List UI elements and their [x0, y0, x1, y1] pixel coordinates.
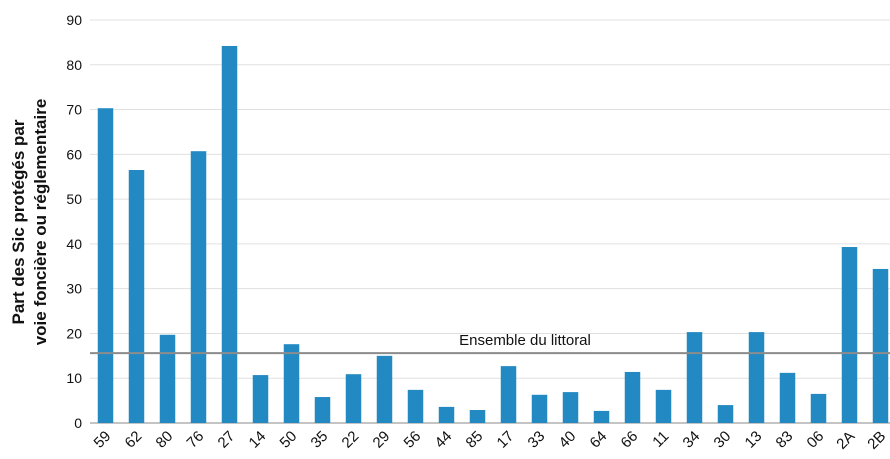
bar: [128, 170, 145, 423]
bar: [624, 371, 641, 423]
bar: [810, 393, 827, 423]
bar: [345, 374, 362, 423]
y-tick-label: 40: [66, 236, 82, 252]
y-tick-label: 10: [66, 370, 82, 386]
x-tick-label: 13: [742, 428, 766, 452]
x-tick-label: 56: [401, 428, 425, 452]
x-tick-label: 83: [773, 428, 797, 452]
x-tick-label: 40: [556, 428, 580, 452]
bar: [376, 355, 393, 423]
bar: [841, 247, 858, 423]
y-axis-label: voie foncière ou réglementaire: [31, 99, 50, 346]
x-tick-label: 44: [432, 428, 456, 452]
bar: [190, 151, 207, 423]
x-tick-label: 17: [494, 428, 518, 452]
y-tick-label: 20: [66, 325, 82, 341]
reference-label: Ensemble du littoral: [459, 332, 591, 349]
bar: [407, 389, 424, 423]
bar: [314, 397, 331, 423]
bar: [159, 334, 176, 423]
y-tick-label: 70: [66, 102, 82, 118]
x-tick-label: 64: [587, 428, 611, 452]
x-tick-label: 22: [339, 428, 363, 452]
bar: [593, 410, 610, 423]
x-tick-label: 34: [680, 428, 704, 452]
y-tick-label: 90: [66, 12, 82, 28]
x-tick-label: 62: [122, 428, 146, 452]
x-tick-label: 76: [184, 428, 208, 452]
bar: [872, 268, 889, 423]
x-tick-label: 11: [649, 428, 672, 451]
bar: [221, 45, 238, 424]
bar: [779, 372, 796, 423]
x-tick-label: 27: [215, 428, 239, 452]
bar: [717, 405, 734, 423]
y-axis-label: Part des Sic protégés par: [9, 119, 28, 324]
x-tick-label: 66: [618, 428, 642, 452]
x-tick-label: 35: [308, 428, 332, 452]
x-tick-label: 29: [370, 428, 394, 452]
y-tick-label: 60: [66, 146, 82, 162]
x-tick-label: 14: [246, 428, 270, 452]
bar: [252, 375, 269, 423]
x-tick-label: 2A: [833, 428, 858, 453]
x-tick-label: 59: [91, 428, 115, 452]
bar: [283, 344, 300, 423]
bar: [97, 108, 114, 423]
bar: [438, 406, 455, 423]
bar: [469, 410, 486, 423]
bar: [686, 332, 703, 423]
y-tick-label: 30: [66, 281, 82, 297]
x-tick-label: 06: [804, 428, 828, 452]
x-tick-label: 50: [277, 428, 301, 452]
x-tick-label: 30: [711, 428, 735, 452]
y-tick-label: 50: [66, 191, 82, 207]
bar: [748, 332, 765, 423]
bar: [562, 392, 579, 423]
bar: [500, 366, 517, 423]
x-tick-label: 80: [153, 428, 177, 452]
x-tick-label: 2B: [864, 428, 889, 453]
x-tick-label: 33: [525, 428, 549, 452]
bar: [655, 389, 672, 423]
bar: [531, 394, 548, 423]
y-tick-label: 80: [66, 57, 82, 73]
x-tick-label: 85: [463, 428, 487, 452]
y-tick-label: 0: [74, 415, 82, 431]
